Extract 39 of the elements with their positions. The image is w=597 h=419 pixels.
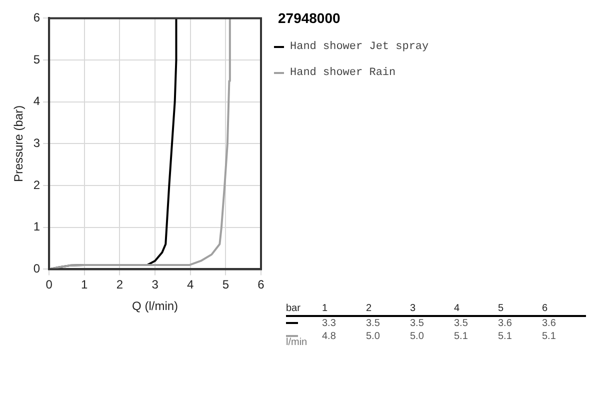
text: 5.1 (498, 330, 513, 344)
text: 5.1 (542, 330, 557, 344)
y-tick-label: 6 (33, 10, 40, 25)
text: 3 (410, 302, 417, 316)
text: 27948000 (278, 10, 340, 26)
x-tick-label: 6 (258, 278, 265, 292)
x-tick-label: 4 (187, 278, 194, 292)
text: 5 (498, 302, 505, 316)
text: 4 (454, 302, 461, 316)
x-axis-title: Q (l/min) (132, 299, 178, 314)
text: 3.5 (410, 317, 425, 330)
x-tick-label: 1 (81, 278, 88, 292)
x-tick-label: 3 (152, 278, 159, 292)
text: 2 (366, 302, 373, 316)
y-tick-label: 3 (33, 136, 40, 150)
text: 3.5 (454, 317, 469, 330)
y-tick-label: 4 (33, 94, 40, 108)
text: l/min (286, 337, 308, 348)
y-tick-label: 0 (33, 262, 40, 276)
y-tick-label: 5 (33, 52, 40, 66)
text: 5.0 (366, 330, 381, 344)
text: 3.6 (498, 317, 513, 330)
text: 1 (322, 302, 329, 316)
text: 4.8 (322, 330, 337, 344)
text: 3.5 (366, 317, 381, 330)
text: 5.1 (454, 330, 469, 344)
x-tick-label: 5 (222, 278, 230, 292)
text: bar (286, 302, 302, 316)
legend-label: Hand shower Jet spray (290, 41, 429, 53)
legend-label: Hand shower Rain (290, 67, 396, 79)
text: 3.3 (322, 317, 337, 330)
y-tick-label: 2 (33, 178, 40, 192)
y-tick-label: 1 (33, 220, 40, 234)
text: 5.0 (410, 330, 425, 344)
x-tick-label: 0 (46, 278, 53, 292)
text: 3.6 (542, 317, 557, 330)
x-tick-label: 2 (116, 278, 124, 292)
y-axis-title: Pressure (bar) (12, 105, 26, 182)
text: 6 (542, 302, 549, 316)
